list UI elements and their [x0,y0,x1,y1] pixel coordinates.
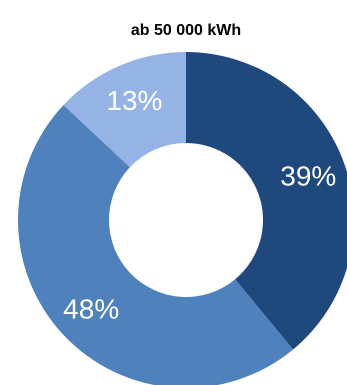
donut-slice-3 [63,52,186,168]
donut-labels: 39% 48% 13% [63,85,336,324]
slice-label-1: 39% [280,161,336,192]
donut-slices [18,52,347,385]
donut-slice-1 [186,52,347,350]
donut-slice-2 [18,104,294,385]
chart-title: ab 50 000 kWh [130,22,242,39]
slice-label-3: 13% [106,85,162,116]
slice-label-2: 48% [63,294,119,325]
